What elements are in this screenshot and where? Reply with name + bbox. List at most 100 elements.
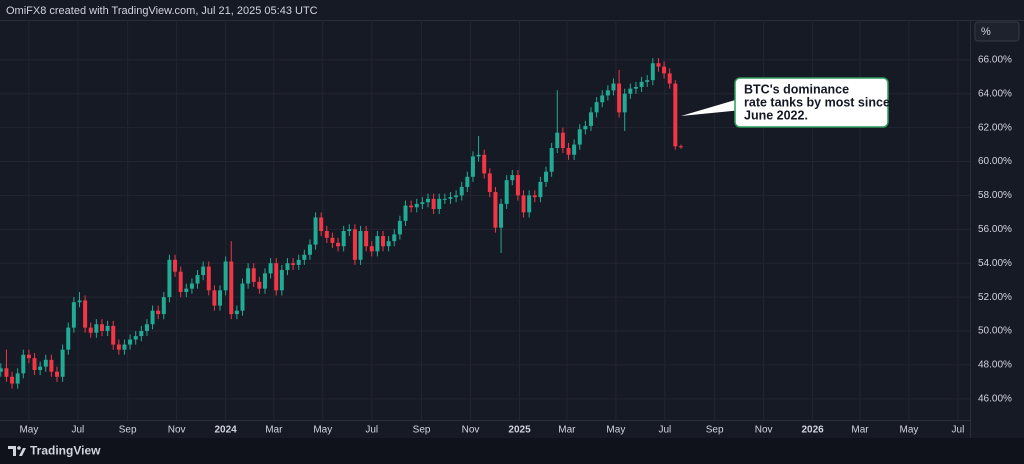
x-tick-label: Mar: [851, 425, 869, 436]
candle: [409, 200, 414, 213]
candle: [454, 190, 459, 203]
candle-body: [465, 176, 470, 187]
candle: [420, 197, 425, 209]
candle-body: [499, 203, 504, 228]
candle: [10, 371, 15, 389]
x-tick-label: Jul: [952, 425, 965, 436]
candle-body: [504, 180, 509, 204]
scale-button-label[interactable]: %: [981, 26, 991, 38]
candle-body: [212, 290, 217, 306]
candle-body: [144, 324, 149, 332]
candle-body: [156, 310, 161, 315]
y-tick-label: 54.00%: [978, 258, 1012, 269]
annotation-text: June 2022.: [744, 108, 808, 122]
candle-body: [611, 83, 616, 91]
candle-body: [459, 186, 464, 196]
candle-body: [577, 129, 582, 145]
x-tick-label: May: [606, 425, 625, 436]
candle-body: [510, 175, 515, 181]
candle: [111, 320, 116, 350]
candle-body: [392, 234, 397, 242]
candle-body: [302, 254, 307, 260]
candle: [66, 322, 71, 355]
candle: [94, 319, 99, 338]
candle-body: [234, 310, 239, 315]
candle: [49, 354, 54, 377]
candle: [218, 285, 223, 311]
candle: [588, 107, 593, 132]
candle: [246, 263, 251, 289]
x-tick-label: May: [19, 425, 38, 436]
candle-body: [201, 266, 206, 276]
candle: [296, 254, 301, 270]
candle: [302, 249, 307, 265]
candle: [43, 354, 48, 372]
x-tick-label: 2024: [215, 425, 238, 436]
candle: [594, 97, 599, 118]
candle: [212, 285, 217, 311]
candle-body: [678, 146, 683, 148]
candle-body: [549, 147, 554, 172]
candle-body: [49, 359, 54, 372]
candle-body: [32, 358, 37, 370]
candle-body: [352, 229, 357, 260]
candle: [240, 278, 245, 316]
candle: [178, 266, 183, 298]
candle: [77, 292, 82, 308]
candle-body: [347, 229, 352, 232]
candle-body: [71, 302, 76, 328]
scale-button[interactable]: [974, 21, 1020, 42]
candle: [527, 190, 532, 218]
candle: [189, 278, 194, 294]
candle: [358, 225, 363, 265]
x-tick-label: Jul: [658, 425, 671, 436]
candle: [645, 75, 650, 87]
candle-body: [493, 192, 498, 228]
y-tick-label: 66.00%: [978, 54, 1012, 65]
candle-body: [594, 102, 599, 113]
candle-body: [251, 268, 256, 282]
candle-body: [555, 132, 560, 148]
logo: [8, 446, 26, 456]
candle: [583, 120, 588, 135]
candle: [279, 264, 284, 296]
candle-body: [673, 83, 678, 147]
candle: [352, 224, 357, 265]
candle-body: [83, 300, 88, 328]
candle: [493, 186, 498, 233]
candle: [431, 193, 436, 215]
candle: [521, 190, 526, 218]
candle-body: [161, 297, 166, 315]
candle: [510, 170, 515, 186]
y-tick-label: 58.00%: [978, 190, 1012, 201]
x-tick-label: 2025: [508, 425, 531, 436]
candle: [538, 176, 543, 203]
candle: [442, 193, 447, 204]
candle: [161, 292, 166, 320]
candle: [549, 142, 554, 177]
candle-body: [184, 288, 189, 293]
candle-body: [324, 231, 329, 238]
candle-body: [26, 354, 31, 359]
candle-body: [88, 327, 93, 333]
candle-body: [330, 237, 335, 243]
candle-body: [532, 195, 537, 198]
x-tick-label: Sep: [706, 425, 724, 436]
candle: [678, 144, 683, 149]
candle-body: [285, 263, 290, 270]
candle-body: [279, 270, 284, 291]
candle: [274, 258, 279, 296]
candle: [0, 363, 3, 377]
candle: [392, 229, 397, 247]
candle-body: [364, 231, 369, 247]
candle-body: [656, 63, 661, 67]
candle-body: [605, 90, 610, 96]
candle-body: [291, 263, 296, 265]
candle-body: [639, 81, 644, 87]
candle-body: [43, 359, 48, 367]
candle-body: [515, 175, 520, 196]
candle: [662, 61, 667, 79]
candle-body: [189, 283, 194, 289]
